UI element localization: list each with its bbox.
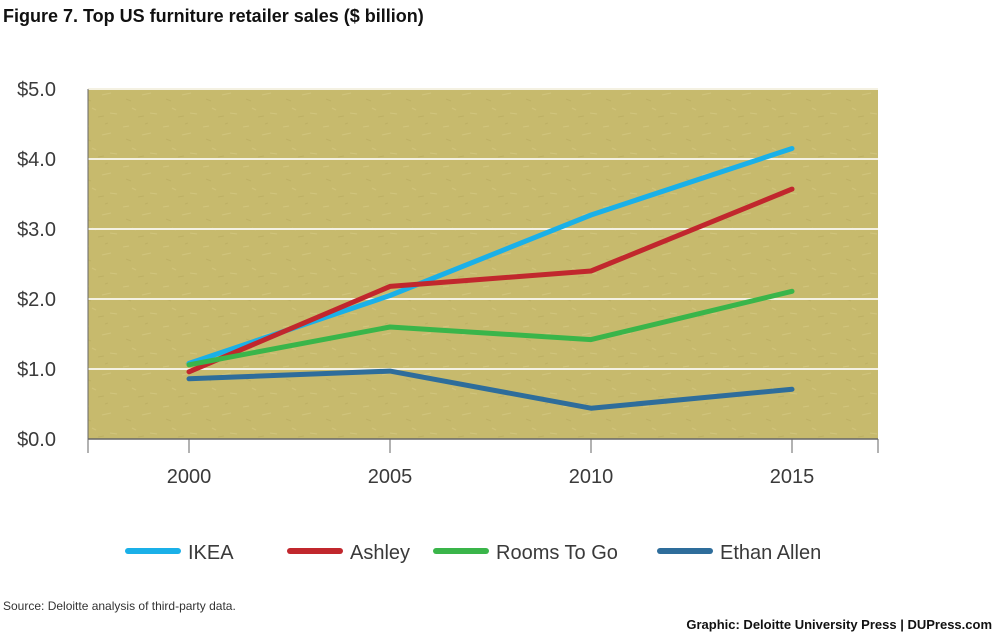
source-note: Source: Deloitte analysis of third-party… <box>3 599 236 613</box>
y-tick-label: $1.0 <box>17 359 56 381</box>
legend-label-ikea: IKEA <box>188 542 234 564</box>
x-tick-label: 2000 <box>167 466 212 488</box>
legend-label-ethan-allen: Ethan Allen <box>720 542 821 564</box>
y-tick-label: $2.0 <box>17 289 56 311</box>
y-tick-label: $3.0 <box>17 219 56 241</box>
legend-label-ashley: Ashley <box>350 542 410 564</box>
y-axis-ticks: $0.0 $1.0 $2.0 $3.0 $4.0 $5.0 <box>17 79 56 451</box>
x-tick-label: 2005 <box>368 466 413 488</box>
axes <box>87 89 879 453</box>
y-tick-label: $5.0 <box>17 79 56 101</box>
figure-title: Figure 7. Top US furniture retailer sale… <box>3 6 424 26</box>
y-tick-label: $0.0 <box>17 429 56 451</box>
legend: IKEA Ashley Rooms To Go Ethan Allen <box>125 542 821 564</box>
y-tick-label: $4.0 <box>17 149 56 171</box>
series-line-ashley <box>186 186 795 375</box>
graphic-credit: Graphic: Deloitte University Press | DUP… <box>686 617 992 632</box>
x-tick-label: 2010 <box>569 466 614 488</box>
series-line-rooms-to-go <box>186 288 795 368</box>
series-lines <box>186 146 795 411</box>
legend-label-rooms-to-go: Rooms To Go <box>496 542 618 564</box>
gridlines <box>88 88 878 370</box>
x-tick-label: 2015 <box>770 466 815 488</box>
plot-texture <box>88 89 878 439</box>
series-line-ethan-allen <box>186 368 795 411</box>
x-axis-ticks: 2000 2005 2010 2015 <box>167 439 815 488</box>
